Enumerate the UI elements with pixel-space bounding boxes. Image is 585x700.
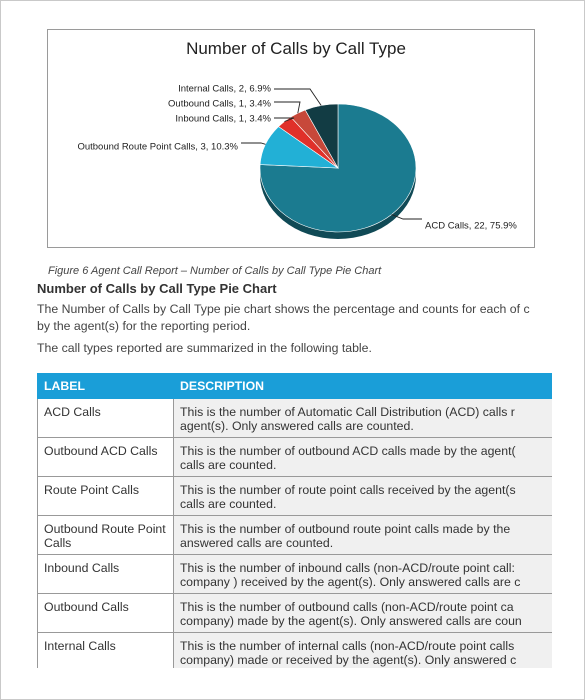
table-row: Outbound Calls This is the number of out… <box>37 593 552 633</box>
pie-leader-line <box>274 117 295 122</box>
table-row: Internal Calls This is the number of int… <box>37 632 552 668</box>
desc-line: answered calls are counted. <box>180 536 334 550</box>
pie-data-label: Outbound Calls, 1, 3.4% <box>168 99 272 110</box>
intro-paragraph: The Number of Calls by Call Type pie cha… <box>37 301 552 335</box>
chart-title: Number of Calls by Call Type <box>186 39 406 58</box>
header-label: LABEL <box>37 373 174 399</box>
row-description: This is the number of inbound calls (non… <box>173 554 552 594</box>
chart-figure: Number of Calls by Call Type ACD Calls, … <box>47 29 535 248</box>
row-label: ACD Calls <box>37 398 174 438</box>
desc-line: This is the number of Automatic Call Dis… <box>180 405 515 419</box>
row-label: Route Point Calls <box>37 476 174 516</box>
desc-line: company) made by the agent(s). Only answ… <box>180 614 522 628</box>
header-description: DESCRIPTION <box>173 373 552 399</box>
desc-line: This is the number of internal calls (no… <box>180 639 515 653</box>
pie-leader-line <box>274 101 301 114</box>
table-row: ACD Calls This is the number of Automati… <box>37 398 552 438</box>
row-description: This is the number of Automatic Call Dis… <box>173 398 552 438</box>
intro-line-2: by the agent(s) for the reporting period… <box>37 319 251 333</box>
table-header-row: LABEL DESCRIPTION <box>37 373 552 399</box>
desc-line: calls are counted. <box>180 497 277 511</box>
summary-line: The call types reported are summarized i… <box>37 341 372 355</box>
row-description: This is the number of outbound calls (no… <box>173 593 552 633</box>
call-types-table: LABEL DESCRIPTION ACD Calls This is the … <box>37 373 552 668</box>
section-heading: Number of Calls by Call Type Pie Chart <box>37 281 277 296</box>
row-label: Inbound Calls <box>37 554 174 594</box>
table-row: Route Point Calls This is the number of … <box>37 476 552 516</box>
row-description: This is the number of outbound route poi… <box>173 515 552 555</box>
desc-line: This is the number of outbound ACD calls… <box>180 444 516 458</box>
desc-line: This is the number of outbound route poi… <box>180 522 511 536</box>
desc-line: calls are counted. <box>180 458 277 472</box>
pie-leader-line <box>274 88 322 106</box>
table-row: Outbound ACD Calls This is the number of… <box>37 437 552 477</box>
row-description: This is the number of route point calls … <box>173 476 552 516</box>
desc-line: This is the number of outbound calls (no… <box>180 600 514 614</box>
pie-data-label: Internal Calls, 2, 6.9% <box>178 84 271 95</box>
pie-data-label: ACD Calls, 22, 75.9% <box>425 221 517 232</box>
row-description: This is the number of internal calls (no… <box>173 632 552 668</box>
pie-data-label: Outbound Route Point Calls, 3, 10.3% <box>77 142 238 153</box>
pie-slice <box>304 103 339 170</box>
pie-data-label: Inbound Calls, 1, 3.4% <box>175 114 271 125</box>
row-label: Outbound ACD Calls <box>37 437 174 477</box>
desc-line: This is the number of inbound calls (non… <box>180 561 515 575</box>
intro-line-1: The Number of Calls by Call Type pie cha… <box>37 302 530 316</box>
row-label: Outbound Route Point Calls <box>37 515 174 555</box>
figure-caption: Figure 6 Agent Call Report – Number of C… <box>48 265 382 277</box>
table-row: Outbound Route Point Calls This is the n… <box>37 515 552 555</box>
pie-leader-line <box>241 142 266 145</box>
desc-line: company ) received by the agent(s). Only… <box>180 575 521 589</box>
desc-line: This is the number of route point calls … <box>180 483 516 497</box>
desc-line: company) made or received by the agent(s… <box>180 653 517 667</box>
row-label: Outbound Calls <box>37 593 174 633</box>
desc-line: agent(s). Only answered calls are counte… <box>180 419 414 433</box>
summary-paragraph: The call types reported are summarized i… <box>37 340 552 357</box>
pie-chart: Number of Calls by Call Type ACD Calls, … <box>77 39 517 239</box>
row-label: Internal Calls <box>37 632 174 668</box>
table-row: Inbound Calls This is the number of inbo… <box>37 554 552 594</box>
pie-leader-line <box>391 214 422 220</box>
call-types-table-wrapper: LABEL DESCRIPTION ACD Calls This is the … <box>37 373 552 668</box>
row-description: This is the number of outbound ACD calls… <box>173 437 552 477</box>
